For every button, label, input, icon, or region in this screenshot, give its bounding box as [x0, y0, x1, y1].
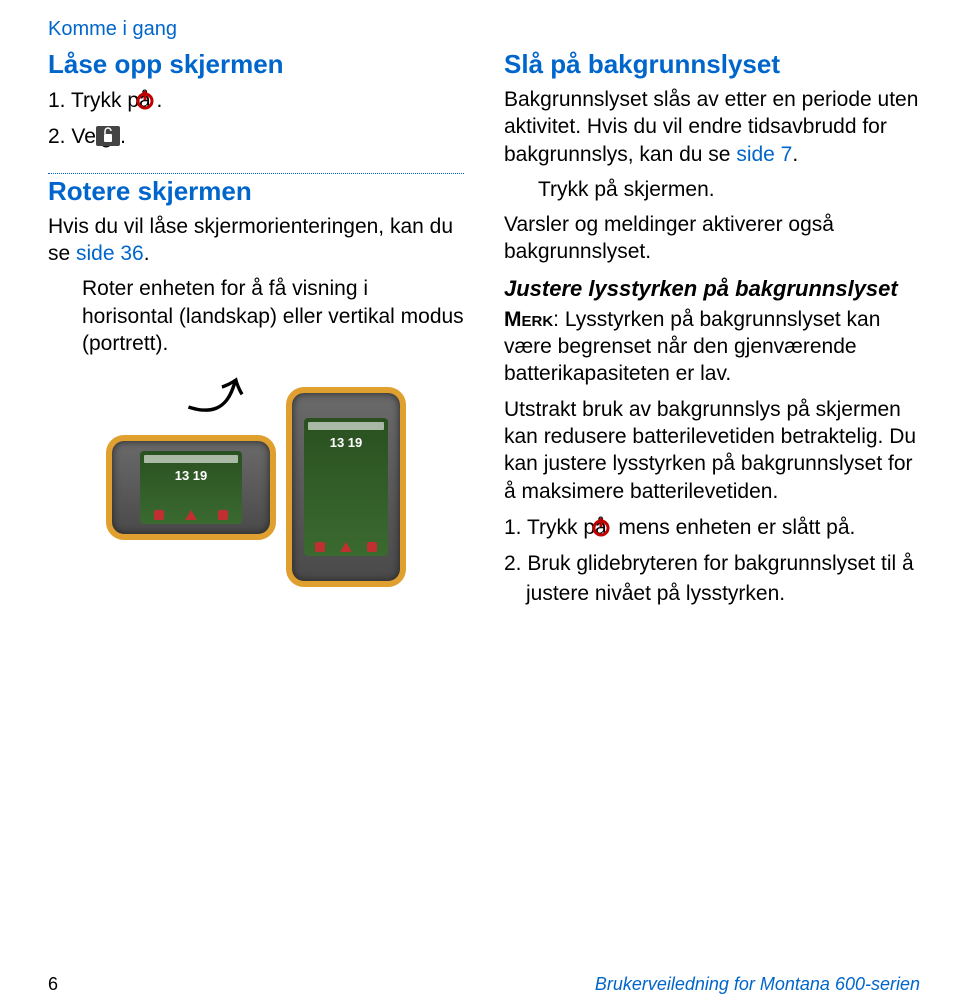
backlight-p3: Varsler og meldinger aktiverer også bakg…: [504, 211, 920, 266]
brightness-note-text: : Lysstyrken på bakgrunnslyset kan være …: [504, 308, 880, 386]
rotate-p1-end: .: [144, 242, 150, 265]
device-landscape-screen: 13 19: [140, 451, 242, 524]
subsection-brightness: Justere lysstyrken på bakgrunnslyset: [504, 276, 920, 302]
backlight-p1: Bakgrunnslyset slås av etter en periode …: [504, 86, 920, 168]
right-column: Slå på bakgrunnslyset Bakgrunnslyset slå…: [504, 47, 920, 612]
link-page7[interactable]: side 7: [736, 143, 792, 166]
running-header: Komme i gang: [48, 18, 920, 41]
brightness-step1-end: mens enheten er slått på.: [613, 516, 856, 539]
rotate-p1: Hvis du vil låse skjermorienteringen, ka…: [48, 213, 464, 268]
unlock-step1-end: .: [157, 89, 163, 112]
device-time-portrait: 13 19: [308, 435, 384, 450]
brightness-step-1: 1. Trykk på mens enheten er slått på.: [526, 513, 920, 545]
unlock-step2-end: .: [120, 125, 126, 148]
left-column: Låse opp skjermen 1. Trykk på . 2. Velg …: [48, 47, 464, 612]
device-illustration: ⤴ 13 19 13 19: [48, 387, 464, 587]
page-number: 6: [48, 974, 58, 995]
section-unlock-title: Låse opp skjermen: [48, 49, 464, 80]
guide-title: Brukerveiledning for Montana 600-serien: [595, 974, 920, 995]
link-page36[interactable]: side 36: [76, 242, 144, 265]
backlight-p1-text: Bakgrunnslyset slås av etter en periode …: [504, 88, 918, 166]
brightness-step-2: 2. Bruk glidebryteren for bakgrunnslyset…: [526, 549, 920, 608]
backlight-p2: Trykk på skjermen.: [538, 176, 920, 203]
brightness-p2: Utstrakt bruk av bakgrunnslys på skjerme…: [504, 396, 920, 505]
backlight-p1-end: .: [792, 143, 798, 166]
brightness-note: Merk: Lysstyrken på bakgrunnslyset kan v…: [504, 306, 920, 388]
section-rotate-title: Rotere skjermen: [48, 173, 464, 207]
unlock-step-1: 1. Trykk på .: [70, 86, 464, 118]
device-portrait-screen: 13 19: [304, 418, 388, 556]
note-label: Merk: [504, 308, 553, 331]
section-backlight-title: Slå på bakgrunnslyset: [504, 49, 920, 80]
rotate-arrow-icon: ⤴: [182, 351, 254, 436]
page-footer: 6 Brukerveiledning for Montana 600-serie…: [48, 974, 920, 995]
device-time-landscape: 13 19: [144, 468, 238, 483]
device-portrait: 13 19: [286, 387, 406, 587]
unlock-step-2: 2. Velg .: [70, 122, 464, 154]
device-landscape: 13 19: [106, 435, 276, 540]
rotate-p2: Roter enheten for å få visning i horison…: [82, 275, 464, 357]
